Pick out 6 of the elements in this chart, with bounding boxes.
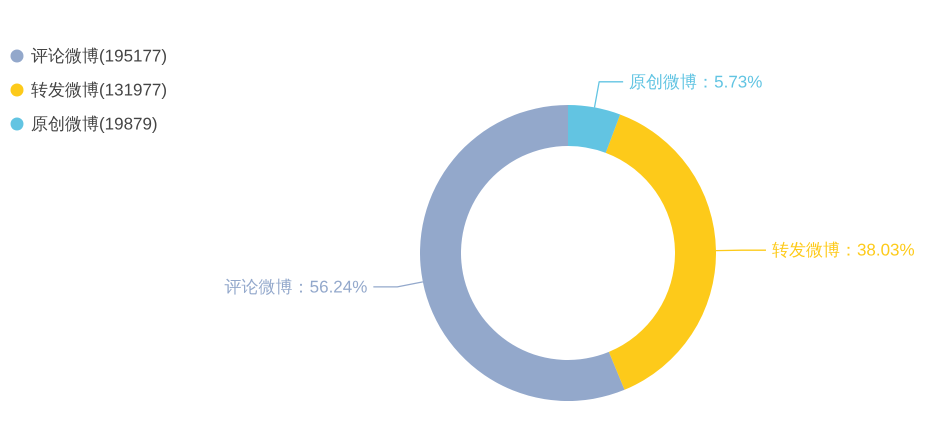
legend-label: 原创微博(19879) [31, 114, 158, 134]
data-label: 转发微博：38.03% [772, 240, 915, 260]
legend-label: 评论微博(195177) [31, 46, 168, 66]
legend-label: 转发微博(131977) [31, 80, 168, 100]
data-label: 评论微博：56.24% [224, 277, 368, 296]
data-label: 原创微博：5.73% [629, 72, 762, 92]
